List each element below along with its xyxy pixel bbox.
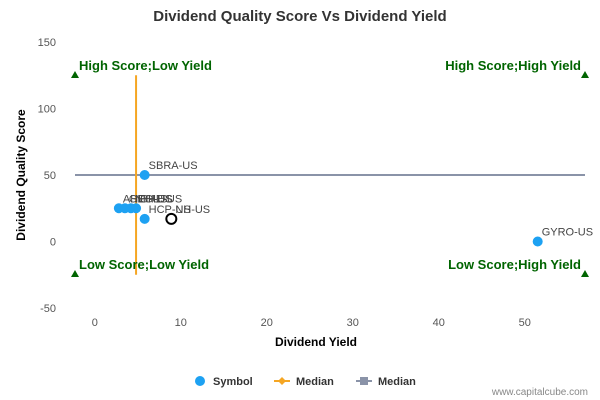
y-tick-label: 100 [38, 104, 56, 116]
quadrant-label-top-right: High Score;High Yield [445, 58, 581, 73]
data-point-label: GEO-US [129, 193, 172, 205]
data-point-highlight[interactable] [165, 212, 178, 225]
data-point-label: NH-US [175, 204, 210, 216]
quadrant-marker [71, 71, 79, 78]
y-axis-ticks: -50 0 50 100 150 [38, 37, 56, 315]
quadrant-marker [581, 270, 589, 277]
x-axis-title: Dividend Yield [275, 335, 357, 349]
quadrant-label-bottom-right: Low Score;High Yield [448, 257, 581, 272]
legend-symbol-marker [195, 376, 205, 386]
legend-median-yield-label: Median [296, 376, 334, 388]
y-axis-title: Dividend Quality Score [14, 109, 28, 241]
quadrant-markers [71, 71, 589, 277]
x-tick-label: 40 [433, 317, 445, 329]
y-tick-label: 150 [38, 37, 56, 49]
legend-item-median-yield[interactable]: Median [274, 376, 334, 388]
data-point-label: NHI-US [135, 193, 173, 205]
legend-median-score-marker [360, 377, 368, 385]
quadrant-label-bottom-left: Low Score;Low Yield [79, 257, 209, 272]
data-point[interactable] [139, 213, 150, 224]
x-tick-label: 0 [92, 317, 98, 329]
x-tick-label: 20 [261, 317, 273, 329]
legend-symbol-label: Symbol [213, 376, 253, 388]
y-tick-label: -50 [40, 303, 56, 315]
legend-item-median-score[interactable]: Median [356, 376, 416, 388]
x-tick-label: 50 [519, 317, 531, 329]
legend: Symbol Median Median [195, 376, 416, 388]
chart-title: Dividend Quality Score Vs Dividend Yield [153, 8, 446, 25]
quadrant-label-top-left: High Score;Low Yield [79, 58, 212, 73]
x-tick-label: 30 [347, 317, 359, 329]
data-point-label: SBRA-US [149, 160, 198, 172]
legend-median-yield-marker [278, 377, 286, 385]
x-axis-ticks: 0 10 20 30 40 50 [92, 317, 531, 329]
y-tick-label: 50 [44, 170, 56, 182]
legend-item-symbol[interactable]: Symbol [195, 376, 253, 388]
data-point-label: GYRO-US [542, 227, 593, 239]
y-tick-label: 0 [50, 237, 56, 249]
quadrant-marker [581, 71, 589, 78]
median-lines [75, 75, 585, 275]
data-points: SBRA-US AHPI-USGEO-USNHI-USCHE-USHCP-USNH… [113, 160, 593, 247]
data-point[interactable] [139, 170, 150, 180]
legend-median-score-label: Median [378, 376, 416, 388]
data-point-label: AHPI-US [123, 193, 168, 205]
data-point[interactable] [532, 236, 543, 247]
x-tick-label: 10 [175, 317, 187, 329]
data-point-label: CHE-US [140, 193, 182, 205]
data-point-label: HCP-US [149, 204, 191, 216]
credit-text: www.capitalcube.com [491, 387, 588, 398]
data-point[interactable] [131, 203, 142, 214]
quadrant-marker [71, 270, 79, 277]
